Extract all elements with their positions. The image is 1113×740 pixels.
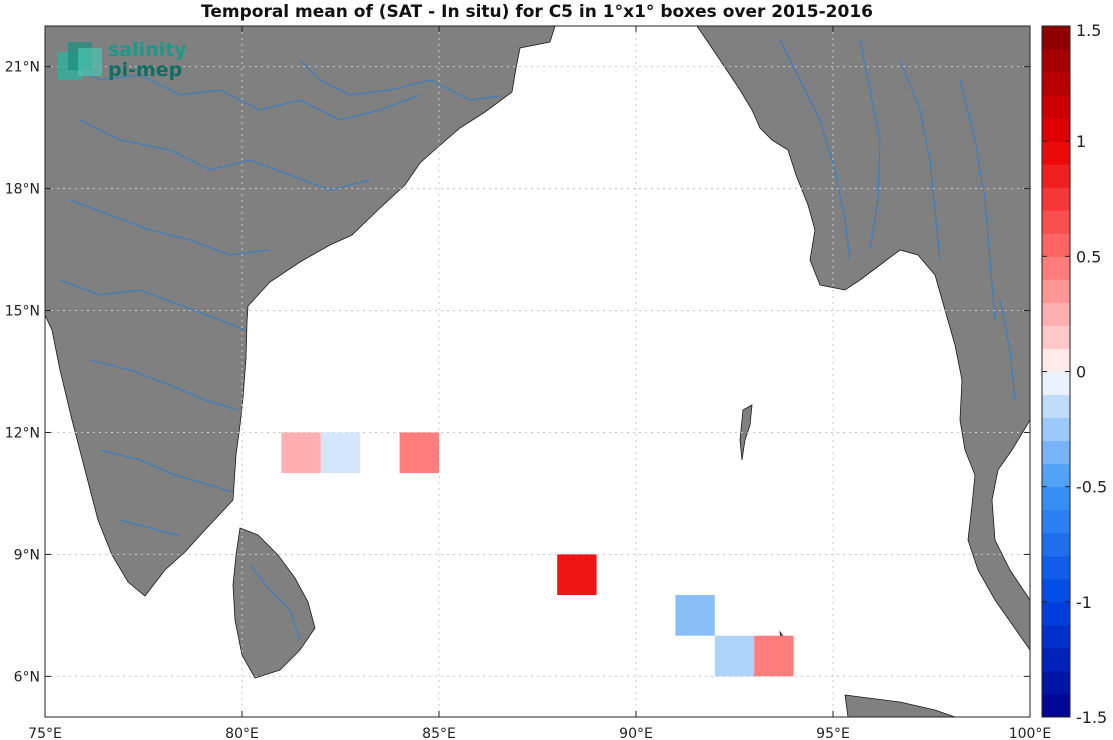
colorbar-segment bbox=[1042, 95, 1070, 119]
river-line bbox=[779, 39, 851, 261]
pimep-logo: salinity pi-mep bbox=[58, 39, 187, 81]
salinity-cell bbox=[557, 554, 597, 596]
colorbar-segment bbox=[1042, 532, 1070, 557]
colorbar-segment bbox=[1042, 256, 1070, 280]
longitude-tick-label: 80°E bbox=[225, 726, 259, 740]
colorbar-segment bbox=[1042, 26, 1070, 50]
river-line bbox=[59, 279, 246, 331]
colorbar-segment bbox=[1042, 210, 1070, 234]
colorbar-tick-label: -0.5 bbox=[1076, 478, 1107, 497]
river-line bbox=[959, 79, 996, 321]
india-landmass bbox=[44, 25, 556, 597]
colorbar-tick-label: -1 bbox=[1076, 593, 1092, 612]
salinity-cells bbox=[281, 432, 794, 677]
figure-title: Temporal mean of (SAT - In situ) for C5 … bbox=[201, 2, 873, 22]
latitude-tick-label: 9°N bbox=[14, 547, 40, 563]
colorbar-segment bbox=[1042, 440, 1070, 465]
river-line bbox=[69, 199, 271, 256]
latitude-tick-label: 15°N bbox=[5, 304, 40, 320]
colorbar-segment bbox=[1042, 509, 1070, 534]
latitude-ticks: 6°N 9°N 12°N 15°N 18°N 21°N bbox=[5, 60, 1030, 685]
map-frame bbox=[44, 25, 1031, 718]
sumatra-landmass bbox=[844, 694, 956, 718]
colorbar-segment bbox=[1042, 601, 1070, 626]
river-line bbox=[89, 359, 239, 411]
longitude-tick-label: 75°E bbox=[28, 726, 62, 740]
logo-icon bbox=[58, 42, 102, 80]
salinity-cell bbox=[754, 635, 794, 677]
sri-lanka-landmass bbox=[232, 527, 316, 679]
colorbar-segment bbox=[1042, 279, 1070, 303]
colorbar-segment bbox=[1042, 486, 1070, 511]
colorbar-segment bbox=[1042, 693, 1070, 718]
colorbar-tick-label: 0.5 bbox=[1076, 247, 1101, 266]
map-axes: 75°E 80°E 85°E 90°E 95°E 100°E 6°N 9°N 12°N 15°N… bbox=[5, 25, 1051, 740]
latitude-tick-label: 6°N bbox=[14, 669, 40, 685]
river-line bbox=[99, 449, 233, 493]
colorbar-segment bbox=[1042, 302, 1070, 326]
salinity-cell bbox=[399, 432, 439, 474]
river-network bbox=[59, 39, 1016, 641]
colorbar-segment bbox=[1042, 233, 1070, 257]
river-line bbox=[299, 59, 501, 101]
longitude-tick-label: 100°E bbox=[1009, 726, 1052, 740]
colorbar-segment bbox=[1042, 555, 1070, 580]
latitude-tick-label: 12°N bbox=[5, 425, 40, 441]
longitude-tick-label: 95°E bbox=[816, 726, 850, 740]
andaman-island bbox=[739, 404, 753, 461]
river-line bbox=[999, 299, 1016, 401]
colorbar-segment bbox=[1042, 394, 1070, 419]
colorbar-tick-label: -1.5 bbox=[1076, 708, 1107, 727]
colorbar-segment bbox=[1042, 72, 1070, 96]
salinity-cell bbox=[714, 635, 755, 677]
colorbar-segment bbox=[1042, 49, 1070, 73]
myanmar-landmass bbox=[696, 25, 1031, 652]
longitude-tick-label: 90°E bbox=[619, 726, 653, 740]
colorbar-segment bbox=[1042, 348, 1070, 372]
river-line bbox=[899, 59, 941, 261]
colorbar-tick-label: 1.5 bbox=[1076, 21, 1101, 40]
colorbar-segment bbox=[1042, 647, 1070, 672]
salinity-cell bbox=[675, 595, 715, 636]
salinity-cell bbox=[281, 432, 321, 474]
river-line bbox=[119, 519, 181, 537]
colorbar-tick-label: 0 bbox=[1076, 363, 1086, 382]
colorbar-segment bbox=[1042, 187, 1070, 211]
colorbar-segment bbox=[1042, 670, 1070, 695]
colorbar-segment bbox=[1042, 624, 1070, 649]
logo-text-pimep: pi-mep bbox=[108, 59, 182, 81]
colorbar: 1.5 1 0.5 0 -0.5 -1 -1.5 bbox=[1041, 21, 1107, 727]
colorbar-tick-label: 1 bbox=[1076, 132, 1086, 151]
colorbar-segment bbox=[1042, 371, 1070, 396]
map-gridlines bbox=[45, 26, 1030, 717]
colorbar-segment bbox=[1042, 417, 1070, 442]
salinity-cell bbox=[320, 432, 361, 474]
latitude-tick-label: 21°N bbox=[5, 60, 40, 76]
longitude-ticks: 75°E 80°E 85°E 90°E 95°E 100°E bbox=[28, 26, 1051, 740]
colorbar-segment bbox=[1042, 578, 1070, 603]
colorbar-segment bbox=[1042, 141, 1070, 165]
colorbar-segment bbox=[1042, 118, 1070, 142]
colorbar-segment bbox=[1042, 463, 1070, 488]
colorbar-segment bbox=[1042, 325, 1070, 349]
latitude-tick-label: 18°N bbox=[5, 182, 40, 198]
river-line bbox=[59, 59, 421, 121]
longitude-tick-label: 85°E bbox=[422, 726, 456, 740]
river-line bbox=[859, 39, 881, 251]
river-line bbox=[79, 119, 371, 191]
river-line bbox=[249, 564, 301, 641]
logo-text-salinity: salinity bbox=[108, 39, 187, 61]
colorbar-segment bbox=[1042, 164, 1070, 188]
